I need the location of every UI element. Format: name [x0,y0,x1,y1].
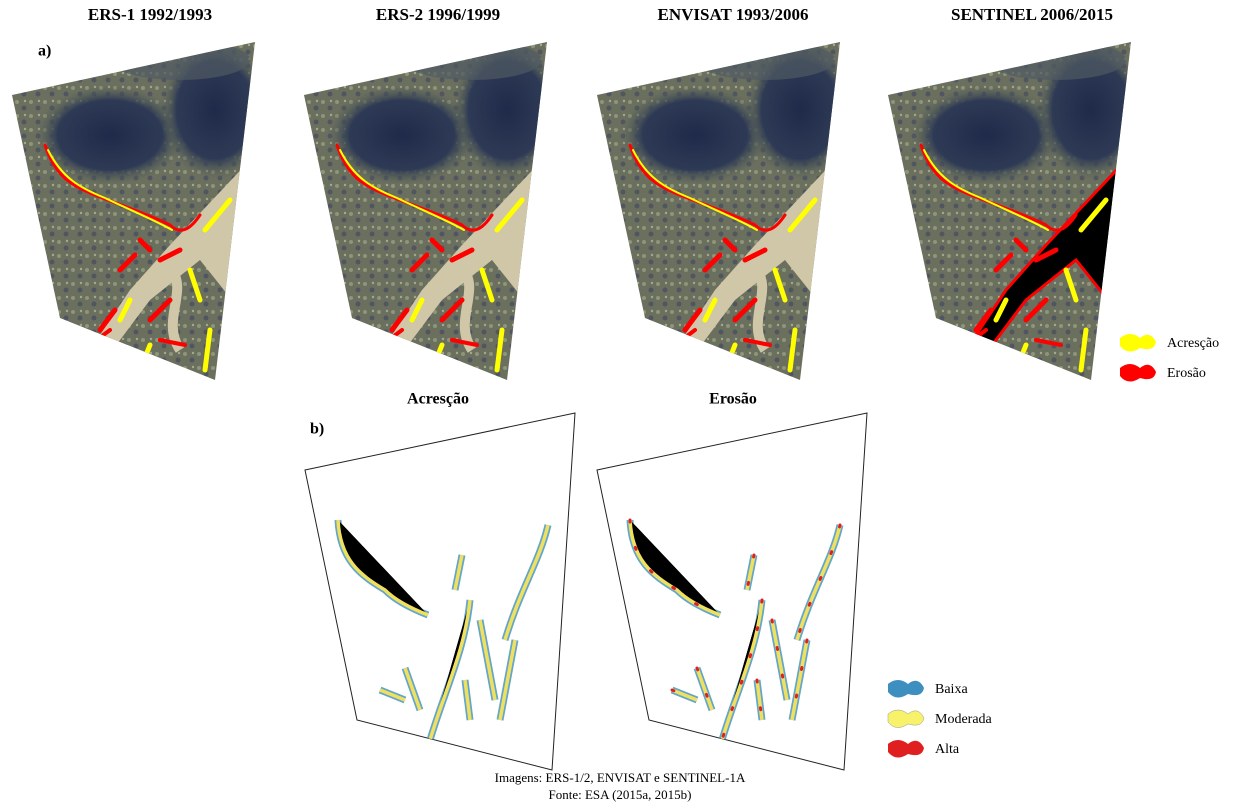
footer-line: Fonte: ESA (2015a, 2015b) [549,787,692,802]
legend-swatch [1120,364,1156,382]
map-panel [0,40,270,385]
legend-label: Baixa [935,682,968,697]
panel-title: Acresção [407,391,469,408]
legend: Acresção Erosão [1120,334,1219,382]
legend: Baixa Moderada Alta [888,680,993,758]
map-panel [876,40,1146,385]
legend-label: Alta [935,742,960,757]
density-panel [305,413,575,770]
map-panel [292,40,562,385]
legend-swatch [888,710,924,728]
panel-label: a) [38,43,51,60]
panel-label: b) [310,421,324,438]
density-panel [597,413,867,770]
panel-title: SENTINEL 2006/2015 [951,5,1113,24]
figure: ERS-1 1992/1993 ERS-2 1996/1999 ENVISAT … [0,0,1244,812]
footer-line: Imagens: ERS-1/2, ENVISAT e SENTINEL-1A [495,770,746,785]
page: {"panel_a": {"label": "a)", "panels": [{… [0,0,1244,812]
legend-swatch [888,680,924,698]
legend-swatch [1120,334,1156,352]
map-panel [585,40,855,385]
panel-title: ENVISAT 1993/2006 [658,5,809,24]
legend-label: Acresção [1167,336,1219,351]
panel-title: Erosão [709,391,757,408]
legend-label: Erosão [1167,366,1206,381]
legend-label: Moderada [935,712,993,727]
panel-title: ERS-1 1992/1993 [88,5,212,24]
panel-title: ERS-2 1996/1999 [376,5,500,24]
legend-swatch [888,740,924,758]
